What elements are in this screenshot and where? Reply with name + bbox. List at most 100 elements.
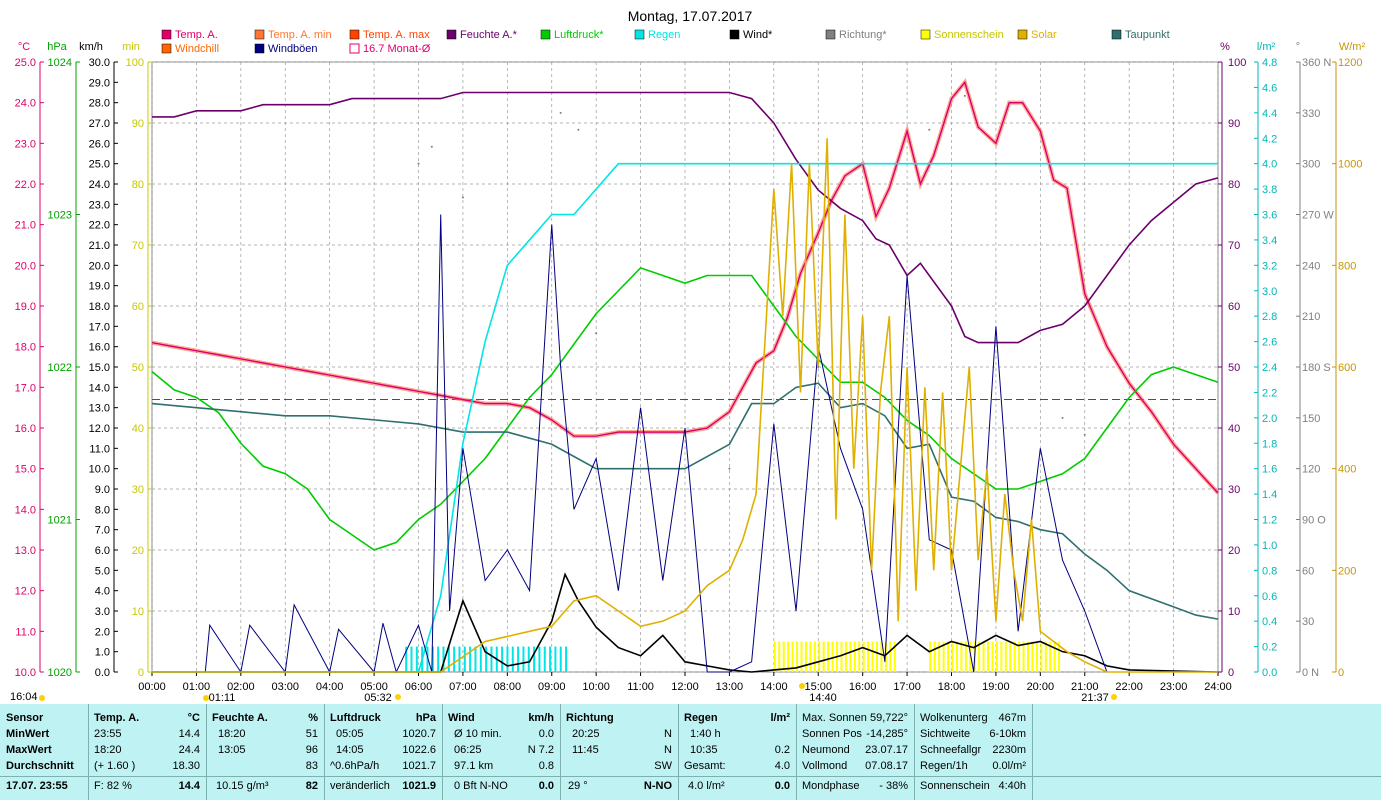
- dir-min-value: N: [664, 728, 672, 740]
- rain-bar: [410, 646, 413, 672]
- rain-bar: [485, 646, 488, 672]
- legend-swatch: [161, 29, 172, 40]
- axis-pct-label: 0: [1228, 667, 1234, 679]
- axis-temp-label: 16.0: [15, 423, 36, 435]
- legend-label: Regen: [648, 29, 680, 41]
- direction-dot: [577, 128, 580, 131]
- sunshine-bar: [884, 641, 887, 672]
- sunshine-bar: [875, 641, 878, 672]
- axis-head-min: min: [122, 41, 140, 53]
- axis-lm2-label: 4.2: [1262, 133, 1277, 145]
- sun-label: Vollmond: [802, 760, 848, 772]
- temp-avg-delta: (+ 1.60 ): [94, 760, 136, 772]
- axis-head-lm2: l/m²: [1257, 41, 1276, 53]
- axis-lm2-label: 2.4: [1262, 362, 1277, 374]
- axis-kmh-label: 12.0: [89, 423, 110, 435]
- rain-bar: [549, 646, 552, 672]
- temp-head: Temp. A.: [94, 712, 140, 724]
- cloud-label: Sonnenschein: [920, 780, 990, 792]
- axis-min-label: 50: [132, 362, 144, 374]
- legend-label: Temp. A. max: [363, 29, 430, 41]
- axis-kmh-label: 8.0: [95, 504, 110, 516]
- axis-temp-label: 25.0: [15, 57, 36, 69]
- axis-pct-label: 40: [1228, 423, 1240, 435]
- axis-kmh-label: 26.0: [89, 138, 110, 150]
- stats-panel: Sensor MinWert MaxWert Durchschnitt 17.0…: [0, 704, 1381, 800]
- axis-kmh-label: 23.0: [89, 199, 110, 211]
- axis-min-label: 80: [132, 179, 144, 191]
- hum-max-value: 96: [305, 744, 318, 756]
- sunshine-bar: [938, 641, 941, 672]
- series-line: [152, 91, 1219, 344]
- cloud-value: 467m: [998, 712, 1026, 724]
- direction-dot: [430, 145, 433, 148]
- series-wind-: [152, 572, 1219, 673]
- x-tick-label: 20:00: [1027, 681, 1055, 693]
- sunshine-bar: [995, 641, 998, 672]
- legend-item: Regen: [634, 29, 680, 41]
- legend-item: Temp. A. min: [254, 29, 332, 41]
- x-tick-label: 15:00: [804, 681, 832, 693]
- direction-dot: [728, 467, 731, 470]
- sun-value: 59,722°: [869, 712, 908, 724]
- axis-lm2-label: 1.6: [1262, 464, 1277, 476]
- axis-temp-label: 13.0: [15, 545, 36, 557]
- axis-kmh-label: 25.0: [89, 159, 110, 171]
- legend-item: Wind*: [729, 29, 773, 41]
- axis-min-label: 0: [138, 667, 144, 679]
- sunshine-bar: [978, 641, 981, 672]
- x-tick-label: 21:00: [1071, 681, 1099, 693]
- x-tick-label: 10:00: [582, 681, 610, 693]
- direction-dot: [928, 128, 931, 131]
- sunshine-bar: [822, 641, 825, 672]
- legend-item: Luftdruck*: [540, 29, 604, 41]
- axis-pct-label: 50: [1228, 362, 1240, 374]
- sunset-marker-icon: [1111, 694, 1117, 700]
- x-tick-label: 16:00: [849, 681, 877, 693]
- axis-lm2-label: 3.4: [1262, 235, 1277, 247]
- x-tick-label: 14:00: [760, 681, 788, 693]
- sunshine-bar: [1053, 641, 1056, 672]
- axis-kmh-label: 6.0: [95, 545, 110, 557]
- direction-dot: [595, 332, 598, 335]
- legend-swatch: [349, 29, 360, 40]
- sunrise-time-label: 05:32: [364, 692, 392, 704]
- axis-lm2-label: 0.4: [1262, 616, 1277, 628]
- rain-bar: [426, 646, 429, 672]
- solar-noon-label: 14:40: [809, 692, 837, 704]
- x-tick-label: 22:00: [1115, 681, 1143, 693]
- axis-temp-label: 15.0: [15, 464, 36, 476]
- legend-label: Windböen: [268, 43, 318, 55]
- sunshine-bar: [813, 641, 816, 672]
- axis-deg-label: 120: [1302, 464, 1320, 476]
- x-tick-label: 13:00: [716, 681, 744, 693]
- sensor-row: Durchschnitt: [6, 760, 74, 772]
- axis-pct-label: 80: [1228, 179, 1240, 191]
- direction-dot: [461, 196, 464, 199]
- axis-pct-label: 20: [1228, 545, 1240, 557]
- axis-pct-label: 70: [1228, 240, 1240, 252]
- x-tick-label: 01:00: [183, 681, 211, 693]
- axis-kmh-label: 2.0: [95, 626, 110, 638]
- rain-bar: [559, 646, 562, 672]
- legend-label: Temp. A.: [175, 29, 218, 41]
- axis-lm2-label: 0.8: [1262, 565, 1277, 577]
- axis-min-label: 20: [132, 545, 144, 557]
- x-tick-label: 24:00: [1204, 681, 1232, 693]
- hum-unit: %: [308, 712, 318, 724]
- axis-temp-label: 17.0: [15, 382, 36, 394]
- hum-max-time: 13:05: [218, 744, 246, 756]
- axis-kmh-label: 14.0: [89, 382, 110, 394]
- sunshine-bar: [1044, 641, 1047, 672]
- press-min-value: 1020.7: [402, 728, 436, 740]
- sunshine-bar: [929, 641, 932, 672]
- series-line: [152, 572, 1219, 673]
- sunshine-bar: [800, 641, 803, 672]
- sunshine-bar: [782, 641, 785, 672]
- plot-area: [151, 78, 1220, 674]
- sunshine-bar: [955, 641, 958, 672]
- x-tick-label: 17:00: [893, 681, 921, 693]
- sun-value: -14,285°: [866, 728, 908, 740]
- x-tick-label: 03:00: [271, 681, 299, 693]
- temp-min-time: 23:55: [94, 728, 122, 740]
